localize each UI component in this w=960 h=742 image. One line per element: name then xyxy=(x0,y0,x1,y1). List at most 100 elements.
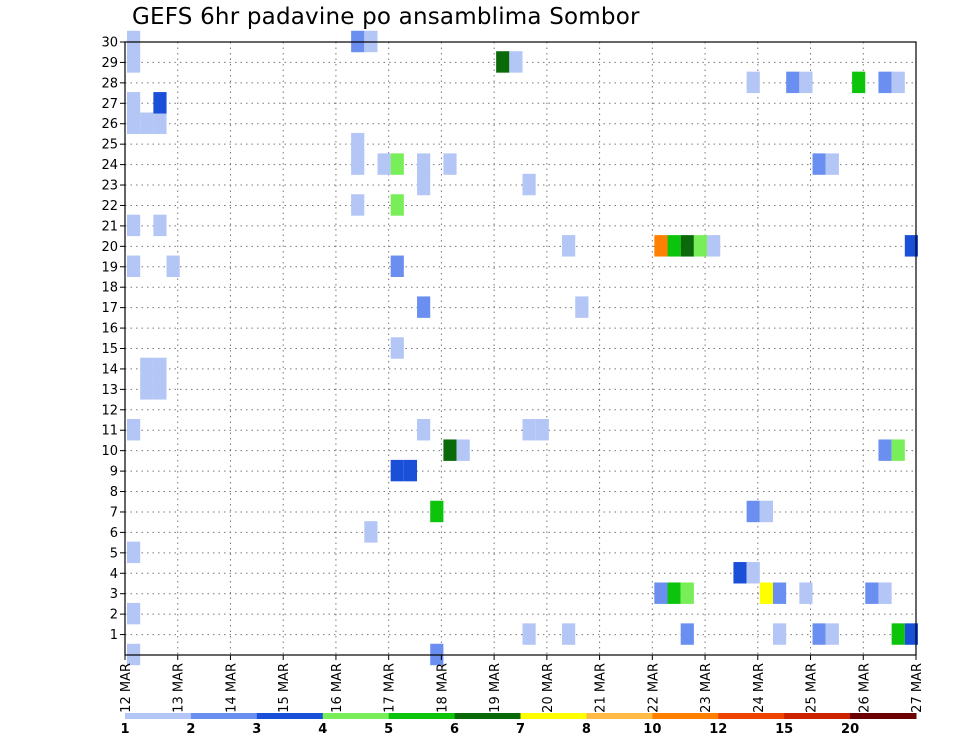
y-tick-label: 16 xyxy=(101,322,118,337)
data-cell xyxy=(812,153,826,175)
y-tick-label: 17 xyxy=(101,301,118,316)
data-cell xyxy=(166,255,180,277)
y-tick-label: 22 xyxy=(101,199,118,214)
data-cell xyxy=(562,235,576,257)
data-cell xyxy=(786,71,800,94)
data-cell xyxy=(680,623,694,645)
legend-label: 10 xyxy=(643,722,661,737)
y-tick-label: 15 xyxy=(101,342,118,357)
data-cell xyxy=(153,112,167,134)
data-cell xyxy=(127,255,141,277)
data-cell xyxy=(522,173,536,196)
y-tick-label: 7 xyxy=(110,505,118,520)
data-cell xyxy=(759,582,773,604)
data-cell xyxy=(417,173,431,196)
data-cell xyxy=(772,582,787,604)
data-cell xyxy=(667,582,681,604)
x-tick-label: 27 MAR xyxy=(910,663,925,713)
x-tick-label: 26 MAR xyxy=(857,663,872,713)
x-tick-label: 19 MAR xyxy=(488,663,503,713)
y-tick-label: 20 xyxy=(101,240,118,255)
data-cell xyxy=(891,623,905,645)
data-cell xyxy=(364,521,378,543)
data-cell xyxy=(153,357,167,380)
data-cell xyxy=(153,214,167,237)
data-cell xyxy=(522,419,536,441)
x-tick-label: 20 MAR xyxy=(541,663,556,713)
data-cell xyxy=(891,71,905,94)
data-cell xyxy=(891,439,905,461)
legend-swatch xyxy=(718,713,785,719)
data-cell xyxy=(772,623,787,645)
x-tick-label: 23 MAR xyxy=(699,663,714,713)
y-tick-label: 10 xyxy=(101,444,118,459)
data-cell xyxy=(403,459,418,482)
data-cell xyxy=(127,112,141,134)
data-cell xyxy=(390,337,404,359)
x-tick-label: 13 MAR xyxy=(172,663,187,713)
data-cell xyxy=(825,623,839,645)
y-tick-label: 27 xyxy=(101,97,118,112)
data-cell xyxy=(127,602,141,625)
data-cell xyxy=(140,357,154,380)
legend-label: 7 xyxy=(516,722,525,737)
data-cell xyxy=(496,51,510,73)
chart-title: GEFS 6hr padavine po ansamblima Sombor xyxy=(132,4,640,30)
legend-swatch xyxy=(256,713,324,719)
data-cell xyxy=(746,562,760,584)
y-tick-label: 13 xyxy=(101,383,118,398)
data-cell xyxy=(390,153,404,175)
y-tick-label: 23 xyxy=(101,179,118,194)
data-cell xyxy=(680,235,694,257)
y-tick-label: 24 xyxy=(101,158,118,173)
legend-label: 15 xyxy=(775,722,793,737)
data-cell xyxy=(535,419,549,441)
data-cell xyxy=(153,378,167,400)
y-tick-label: 4 xyxy=(110,567,118,582)
legend-label: 2 xyxy=(186,722,195,737)
legend-swatch xyxy=(190,713,258,719)
legend-swatch xyxy=(454,713,521,719)
data-cell xyxy=(812,623,826,645)
data-cell xyxy=(852,71,866,94)
data-cell xyxy=(904,623,918,645)
data-cell xyxy=(667,235,681,257)
x-tick-label: 16 MAR xyxy=(330,663,345,713)
data-cell xyxy=(733,562,747,584)
data-cell xyxy=(693,235,708,257)
data-cell xyxy=(390,255,404,277)
data-cell xyxy=(746,500,760,523)
y-tick-label: 9 xyxy=(110,465,118,480)
y-tick-label: 12 xyxy=(101,403,118,418)
x-tick-label: 15 MAR xyxy=(277,663,292,713)
y-tick-label: 28 xyxy=(101,76,118,91)
y-tick-label: 29 xyxy=(101,56,118,71)
data-cell xyxy=(127,419,141,441)
data-cell xyxy=(127,92,141,114)
y-tick-label: 3 xyxy=(110,587,118,602)
x-tick-label: 12 MAR xyxy=(119,663,134,713)
y-tick-label: 11 xyxy=(101,424,118,439)
data-cell xyxy=(799,71,813,94)
y-tick-label: 19 xyxy=(101,260,118,275)
data-cell xyxy=(430,500,444,523)
data-cell xyxy=(575,296,589,318)
legend-swatch xyxy=(586,713,653,719)
legend-label: 1 xyxy=(120,722,129,737)
legend-label: 5 xyxy=(384,722,393,737)
legend-swatch xyxy=(322,713,390,719)
data-cell xyxy=(654,235,668,257)
x-tick-label: 25 MAR xyxy=(805,663,820,713)
x-tick-label: 17 MAR xyxy=(383,663,398,713)
y-tick-label: 25 xyxy=(101,138,118,153)
y-tick-label: 1 xyxy=(110,628,118,643)
data-cell xyxy=(825,153,839,175)
data-cell xyxy=(878,439,892,461)
data-cell xyxy=(140,378,154,400)
data-cell xyxy=(127,541,141,564)
data-cell xyxy=(140,112,154,134)
x-tick-label: 18 MAR xyxy=(435,663,450,713)
y-tick-label: 8 xyxy=(110,485,118,500)
data-cell xyxy=(127,214,141,237)
data-cell xyxy=(390,459,404,482)
